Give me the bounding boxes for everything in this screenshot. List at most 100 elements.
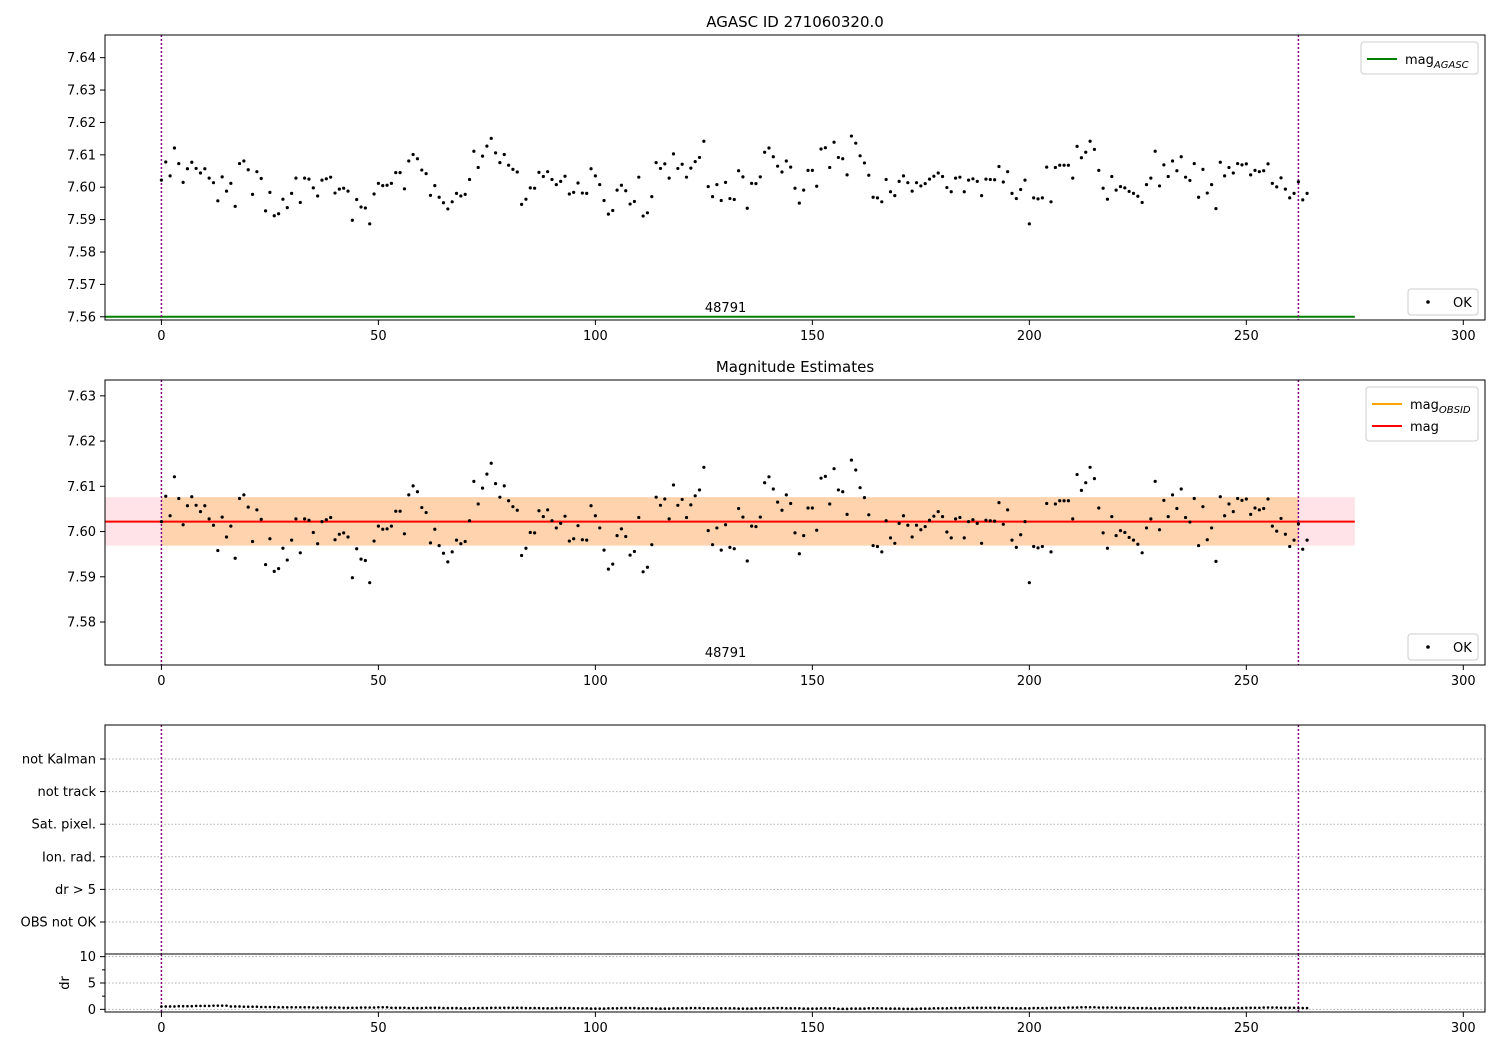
agasc-data-point (394, 171, 398, 175)
magnitude-data-point (854, 468, 858, 472)
dr-data-point (515, 1006, 519, 1010)
dr-data-point (164, 1005, 168, 1008)
dr-data-point (507, 1006, 510, 1010)
agasc-data-point (884, 177, 888, 182)
agasc-data-point (1227, 165, 1231, 170)
dr-data-point (932, 1007, 936, 1010)
magnitude-data-point (715, 526, 719, 530)
dr-data-point (568, 1006, 571, 1010)
agasc-data-point (654, 161, 658, 165)
magnitude-data-point (1153, 479, 1157, 483)
dr-data-point (1097, 1006, 1101, 1009)
dr-data-point (1106, 1006, 1109, 1009)
dr-data-point (1236, 1006, 1239, 1010)
magnitude-data-point (875, 544, 880, 549)
agasc-data-point (329, 175, 333, 179)
agasc-data-point (1192, 161, 1196, 166)
dr-data-point (1188, 1006, 1192, 1010)
dr-data-point (772, 1006, 775, 1010)
dr-data-point (1058, 1006, 1062, 1010)
agasc-data-point (702, 139, 706, 143)
dr-data-point (346, 1006, 350, 1010)
dr-data-point (806, 1007, 810, 1010)
agasc-data-point (966, 178, 971, 182)
magnitude-data-point (710, 543, 715, 547)
magnitude-data-point (1084, 481, 1088, 485)
magnitude-legend-label: magOBSID (1410, 398, 1471, 416)
agasc-data-point (1110, 174, 1114, 179)
magnitude-data-point (606, 567, 610, 571)
magnitude-data-point (1032, 544, 1036, 549)
magnitude-data-point (515, 508, 519, 512)
agasc-data-point (1240, 163, 1244, 167)
magnitude-data-point (671, 483, 676, 487)
agasc-data-point (389, 181, 394, 185)
agasc-data-point (901, 174, 906, 178)
agasc-data-point (1149, 176, 1153, 180)
dr-data-point (1171, 1006, 1174, 1010)
dr-data-point (542, 1007, 545, 1010)
agasc-data-point (506, 163, 511, 167)
dr-data-point (824, 1007, 827, 1010)
magnitude-data-point (841, 490, 845, 494)
magnitude-data-point (359, 557, 363, 561)
agasc-data-point (784, 159, 788, 163)
magnitude-data-point (1006, 508, 1010, 512)
magnitude-data-point (880, 550, 884, 554)
agasc-data-point (355, 197, 359, 202)
agasc-data-point (1123, 186, 1127, 190)
agasc-data-point (1001, 180, 1005, 184)
magnitude-data-point (298, 551, 302, 555)
dr-data-point (1114, 1006, 1118, 1010)
magnitude-x-tick-label: 300 (1451, 674, 1476, 689)
agasc-data-point (272, 214, 276, 218)
magnitude-data-point (441, 551, 446, 555)
dr-data-point (325, 1006, 328, 1009)
agasc-data-point (602, 198, 606, 203)
agasc-data-point (719, 198, 723, 203)
magnitude-x-tick-label: 50 (370, 674, 387, 689)
agasc-data-point (1140, 200, 1144, 205)
dr-data-point (680, 1007, 684, 1010)
agasc-data-point (1088, 139, 1092, 143)
magnitude-estimates-panel: Magnitude Estimates 48791 0 50 100 150 200 250… (67, 358, 1486, 689)
magnitude-data-point (533, 531, 537, 535)
magnitude-data-point (224, 535, 229, 539)
agasc-data-point (1214, 206, 1218, 211)
magnitude-y-tick-label: 7.58 (67, 616, 96, 631)
dr-data-point (789, 1007, 792, 1010)
dr-data-point (988, 1006, 992, 1010)
dr-data-point (1192, 1006, 1196, 1010)
dr-data-point (841, 1007, 845, 1011)
magnitude-data-point (815, 528, 819, 532)
agasc-data-point (342, 186, 346, 190)
agasc-obsid-annotation: 48791 (705, 301, 746, 316)
agasc-data-point (1075, 144, 1079, 149)
agasc-data-point (1175, 169, 1179, 173)
magnitude-data-point (997, 500, 1001, 505)
magnitude-data-point (316, 542, 320, 546)
magnitude-data-point (246, 505, 250, 509)
magnitude-data-point (407, 493, 411, 497)
dr-data-point (884, 1007, 888, 1010)
dr-data-point (902, 1007, 905, 1011)
agasc-data-point (598, 183, 602, 187)
dr-data-point (1279, 1006, 1283, 1010)
dr-data-point (628, 1006, 632, 1010)
dr-data-point (958, 1006, 962, 1010)
agasc-data-point (229, 181, 233, 185)
dr-data-point (255, 1005, 259, 1009)
magnitude-data-point (368, 581, 372, 585)
agasc-data-point (849, 134, 854, 138)
magnitude-data-point (923, 524, 927, 529)
dr-data-point (867, 1007, 871, 1010)
magnitude-data-point (645, 565, 650, 569)
magnitude-data-point (932, 514, 936, 518)
dr-data-point (181, 1004, 185, 1008)
dr-data-point (607, 1007, 610, 1010)
agasc-data-point (632, 199, 637, 204)
agasc-data-point (906, 181, 910, 185)
magnitude-data-point (450, 550, 454, 554)
agasc-data-point (450, 200, 454, 204)
dr-data-point (294, 1005, 298, 1009)
